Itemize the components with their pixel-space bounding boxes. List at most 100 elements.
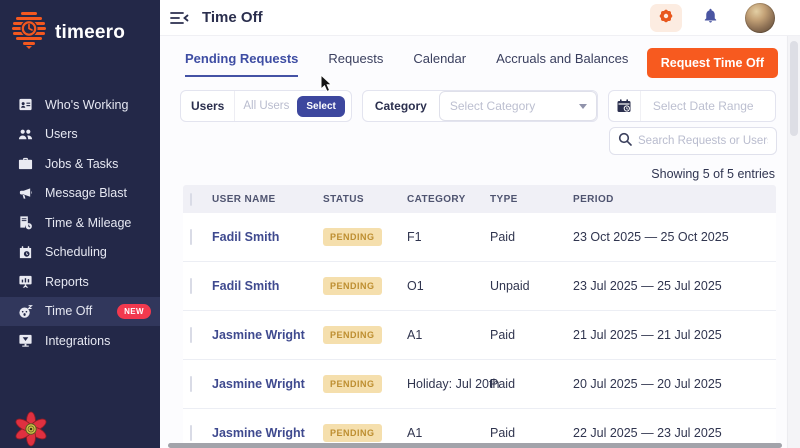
app-logo: timeero xyxy=(0,0,160,54)
table-row: Fadil Smith PENDING O1 Unpaid 23 Jul 202… xyxy=(183,262,776,311)
sidebar-item-whos-working[interactable]: Who's Working xyxy=(0,90,160,120)
sidebar-item-jobs-tasks[interactable]: Jobs & Tasks xyxy=(0,149,160,179)
table-row: Jasmine Wright PENDING A1 Paid 22 Jul 20… xyxy=(183,409,776,448)
users-icon xyxy=(17,126,33,142)
settings-button[interactable] xyxy=(650,4,682,32)
row-checkbox[interactable] xyxy=(190,376,192,392)
chevron-down-icon xyxy=(578,103,587,109)
sidebar-item-reports[interactable]: Reports xyxy=(0,267,160,297)
integrations-icon xyxy=(17,333,33,349)
sidebar-collapse-icon[interactable] xyxy=(170,10,190,26)
search-box xyxy=(609,127,777,155)
horizontal-scrollbar-thumb[interactable] xyxy=(168,443,782,448)
status-badge: PENDING xyxy=(323,277,382,295)
category-placeholder: Select Category xyxy=(449,99,536,113)
tab-calendar[interactable]: Calendar xyxy=(413,51,467,66)
entries-summary: Showing 5 of 5 entries xyxy=(651,167,775,181)
category-cell: A1 xyxy=(407,426,423,440)
search-input[interactable] xyxy=(638,135,768,147)
request-time-off-button[interactable]: Request Time Off xyxy=(646,48,778,78)
row-checkbox[interactable] xyxy=(190,327,192,343)
user-avatar[interactable] xyxy=(745,3,775,33)
sidebar-item-label: Users xyxy=(45,127,78,142)
page-title: Time Off xyxy=(202,9,263,26)
table-row: Jasmine Wright PENDING Holiday: Jul 20th… xyxy=(183,360,776,409)
top-header: Time Off xyxy=(160,0,800,36)
sidebar-item-label: Message Blast xyxy=(45,186,127,201)
time-mileage-icon xyxy=(17,215,33,231)
table-row: Jasmine Wright PENDING A1 Paid 21 Jul 20… xyxy=(183,311,776,360)
table-row: Fadil Smith PENDING F1 Paid 23 Oct 2025 … xyxy=(183,213,776,262)
sidebar-item-time-off[interactable]: Time Off NEW xyxy=(0,296,160,326)
whos-working-icon xyxy=(17,97,33,113)
gear-icon xyxy=(657,7,675,30)
status-badge: PENDING xyxy=(323,375,382,393)
select-all-checkbox[interactable] xyxy=(190,192,192,206)
briefcase-icon xyxy=(17,156,33,172)
sidebar-item-users[interactable]: Users xyxy=(0,120,160,150)
user-name-link[interactable]: Fadil Smith xyxy=(212,279,280,293)
row-checkbox[interactable] xyxy=(190,229,192,245)
row-checkbox[interactable] xyxy=(190,425,192,441)
sidebar-item-time-mileage[interactable]: Time & Mileage xyxy=(0,208,160,238)
sidebar-nav: Who's Working Users Jobs & Tasks Message… xyxy=(0,90,160,356)
vertical-scrollbar xyxy=(787,36,800,448)
filters-row: Users All Users Select Category Select C… xyxy=(180,90,776,122)
main-content: Pending Requests Requests Calendar Accru… xyxy=(160,36,786,448)
column-header-category: CATEGORY xyxy=(407,193,466,205)
category-cell: F1 xyxy=(407,230,422,244)
status-badge: PENDING xyxy=(323,228,382,246)
category-cell: Holiday: Jul 20th xyxy=(407,377,500,391)
type-cell: Unpaid xyxy=(490,279,530,293)
new-badge: NEW xyxy=(117,303,151,319)
tab-requests[interactable]: Requests xyxy=(328,51,384,66)
notifications-button[interactable] xyxy=(702,7,719,29)
users-select-button[interactable]: Select xyxy=(297,95,345,117)
scheduling-icon xyxy=(17,244,33,260)
requests-table: USER NAME STATUS CATEGORY TYPE PERIOD Fa… xyxy=(183,185,776,448)
category-cell: O1 xyxy=(407,279,424,293)
category-select-dropdown[interactable]: Select Category xyxy=(438,91,597,121)
sidebar-item-label: Reports xyxy=(45,274,89,289)
type-cell: Paid xyxy=(490,230,516,244)
megaphone-icon xyxy=(17,185,33,201)
row-checkbox[interactable] xyxy=(190,278,192,294)
period-cell: 22 Jul 2025 — 23 Jul 2025 xyxy=(573,426,722,440)
user-name-link[interactable]: Jasmine Wright xyxy=(212,377,305,391)
timeero-logo-icon xyxy=(11,11,47,54)
category-cell: A1 xyxy=(407,328,423,342)
column-header-period: PERIOD xyxy=(573,193,614,205)
sidebar-item-integrations[interactable]: Integrations xyxy=(0,326,160,356)
date-range-filter[interactable]: Select Date Range xyxy=(607,90,776,122)
decorative-flower-icon xyxy=(13,409,49,447)
users-filter-label: Users xyxy=(181,91,236,121)
period-cell: 23 Jul 2025 — 25 Jul 2025 xyxy=(573,279,722,293)
time-off-icon xyxy=(17,303,33,319)
period-cell: 23 Oct 2025 — 25 Oct 2025 xyxy=(573,230,729,244)
status-badge: PENDING xyxy=(323,326,382,344)
sidebar-item-label: Who's Working xyxy=(45,97,129,112)
user-name-link[interactable]: Jasmine Wright xyxy=(212,426,305,440)
vertical-scrollbar-thumb[interactable] xyxy=(790,41,798,136)
sidebar: timeero Who's Working Users Jobs & Tasks… xyxy=(0,0,160,448)
tab-accruals-balances[interactable]: Accruals and Balances xyxy=(496,51,629,66)
sidebar-item-message-blast[interactable]: Message Blast xyxy=(0,179,160,209)
status-badge: PENDING xyxy=(323,424,382,442)
reports-icon xyxy=(17,274,33,290)
sidebar-item-label: Jobs & Tasks xyxy=(45,156,119,171)
type-cell: Paid xyxy=(490,328,516,342)
type-cell: Paid xyxy=(490,426,516,440)
period-cell: 20 Jul 2025 — 20 Jul 2025 xyxy=(573,377,722,391)
table-header-row: USER NAME STATUS CATEGORY TYPE PERIOD xyxy=(183,185,776,213)
users-filter: Users All Users Select xyxy=(180,90,352,122)
date-range-placeholder: Select Date Range xyxy=(652,99,754,113)
sidebar-item-scheduling[interactable]: Scheduling xyxy=(0,238,160,268)
sidebar-item-label: Integrations xyxy=(45,333,111,348)
user-name-link[interactable]: Jasmine Wright xyxy=(212,328,305,342)
tab-pending-requests[interactable]: Pending Requests xyxy=(185,51,299,77)
column-header-status: STATUS xyxy=(323,193,364,205)
period-cell: 21 Jul 2025 — 21 Jul 2025 xyxy=(573,328,722,342)
bell-icon xyxy=(702,7,719,29)
column-header-user-name: USER NAME xyxy=(212,193,276,205)
user-name-link[interactable]: Fadil Smith xyxy=(212,230,280,244)
